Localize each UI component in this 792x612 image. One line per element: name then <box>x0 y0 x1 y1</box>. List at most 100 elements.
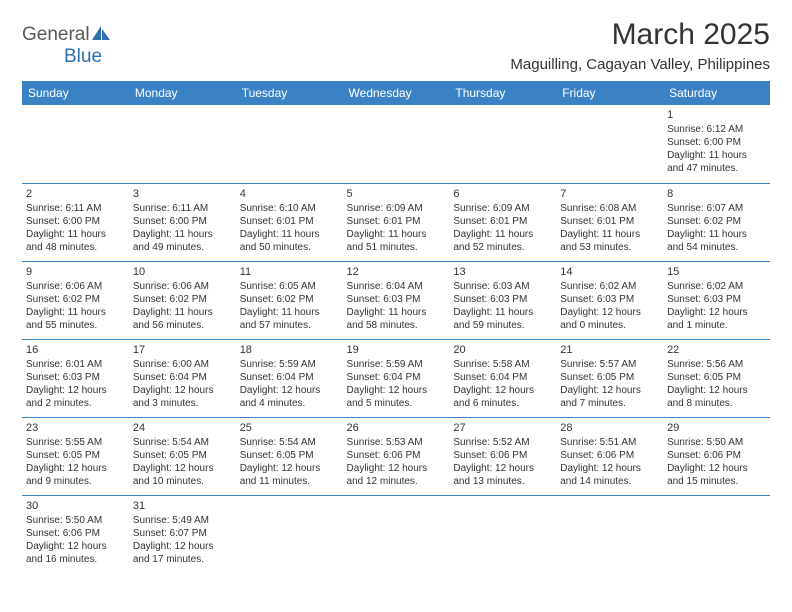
cell-sunrise: Sunrise: 5:59 AM <box>240 358 339 371</box>
calendar-cell: 29Sunrise: 5:50 AMSunset: 6:06 PMDayligh… <box>663 417 770 495</box>
calendar-cell: 17Sunrise: 6:00 AMSunset: 6:04 PMDayligh… <box>129 339 236 417</box>
cell-day2: and 59 minutes. <box>453 319 552 332</box>
calendar-cell: 10Sunrise: 6:06 AMSunset: 6:02 PMDayligh… <box>129 261 236 339</box>
cell-day1: Daylight: 11 hours <box>453 228 552 241</box>
calendar-cell <box>663 495 770 573</box>
day-number: 25 <box>240 421 339 435</box>
day-number: 3 <box>133 187 232 201</box>
calendar-cell <box>236 105 343 183</box>
cell-day1: Daylight: 12 hours <box>560 306 659 319</box>
calendar-cell: 13Sunrise: 6:03 AMSunset: 6:03 PMDayligh… <box>449 261 556 339</box>
cell-sunset: Sunset: 6:02 PM <box>667 215 766 228</box>
sail-icon <box>91 25 113 46</box>
day-number: 23 <box>26 421 125 435</box>
cell-day2: and 6 minutes. <box>453 397 552 410</box>
cell-sunrise: Sunrise: 6:10 AM <box>240 202 339 215</box>
cell-sunset: Sunset: 6:05 PM <box>133 449 232 462</box>
cell-day2: and 53 minutes. <box>560 241 659 254</box>
cell-day2: and 50 minutes. <box>240 241 339 254</box>
day-number: 2 <box>26 187 125 201</box>
cell-day2: and 49 minutes. <box>133 241 232 254</box>
calendar-cell: 1Sunrise: 6:12 AMSunset: 6:00 PMDaylight… <box>663 105 770 183</box>
cell-sunrise: Sunrise: 6:06 AM <box>26 280 125 293</box>
cell-day2: and 55 minutes. <box>26 319 125 332</box>
cell-day1: Daylight: 12 hours <box>26 462 125 475</box>
day-number: 1 <box>667 108 766 122</box>
cell-day2: and 15 minutes. <box>667 475 766 488</box>
cell-day2: and 17 minutes. <box>133 553 232 566</box>
cell-day2: and 3 minutes. <box>133 397 232 410</box>
calendar-cell: 15Sunrise: 6:02 AMSunset: 6:03 PMDayligh… <box>663 261 770 339</box>
cell-sunset: Sunset: 6:02 PM <box>133 293 232 306</box>
day-number: 7 <box>560 187 659 201</box>
calendar-cell: 7Sunrise: 6:08 AMSunset: 6:01 PMDaylight… <box>556 183 663 261</box>
logo: GeneralBlue <box>22 24 113 68</box>
calendar-cell: 26Sunrise: 5:53 AMSunset: 6:06 PMDayligh… <box>343 417 450 495</box>
calendar-cell <box>343 495 450 573</box>
cell-sunrise: Sunrise: 5:52 AM <box>453 436 552 449</box>
calendar-cell: 30Sunrise: 5:50 AMSunset: 6:06 PMDayligh… <box>22 495 129 573</box>
cell-day1: Daylight: 12 hours <box>240 462 339 475</box>
calendar-cell: 25Sunrise: 5:54 AMSunset: 6:05 PMDayligh… <box>236 417 343 495</box>
cell-sunrise: Sunrise: 6:11 AM <box>133 202 232 215</box>
cell-day1: Daylight: 12 hours <box>133 462 232 475</box>
day-number: 4 <box>240 187 339 201</box>
cell-day1: Daylight: 11 hours <box>26 228 125 241</box>
cell-sunrise: Sunrise: 5:50 AM <box>26 514 125 527</box>
cell-day1: Daylight: 11 hours <box>347 228 446 241</box>
day-number: 29 <box>667 421 766 435</box>
calendar-cell: 3Sunrise: 6:11 AMSunset: 6:00 PMDaylight… <box>129 183 236 261</box>
cell-day1: Daylight: 11 hours <box>26 306 125 319</box>
cell-sunset: Sunset: 6:04 PM <box>240 371 339 384</box>
cell-day2: and 9 minutes. <box>26 475 125 488</box>
calendar-cell: 23Sunrise: 5:55 AMSunset: 6:05 PMDayligh… <box>22 417 129 495</box>
cell-sunrise: Sunrise: 5:56 AM <box>667 358 766 371</box>
calendar-header-row: SundayMondayTuesdayWednesdayThursdayFrid… <box>22 81 770 105</box>
day-number: 16 <box>26 343 125 357</box>
calendar-cell: 19Sunrise: 5:59 AMSunset: 6:04 PMDayligh… <box>343 339 450 417</box>
cell-day2: and 54 minutes. <box>667 241 766 254</box>
weekday-header: Thursday <box>449 81 556 105</box>
cell-sunrise: Sunrise: 6:01 AM <box>26 358 125 371</box>
calendar-cell <box>22 105 129 183</box>
day-number: 12 <box>347 265 446 279</box>
cell-sunrise: Sunrise: 5:50 AM <box>667 436 766 449</box>
calendar-cell: 31Sunrise: 5:49 AMSunset: 6:07 PMDayligh… <box>129 495 236 573</box>
calendar-cell <box>343 105 450 183</box>
calendar-cell: 22Sunrise: 5:56 AMSunset: 6:05 PMDayligh… <box>663 339 770 417</box>
calendar-table: SundayMondayTuesdayWednesdayThursdayFrid… <box>22 81 770 573</box>
cell-day1: Daylight: 11 hours <box>667 228 766 241</box>
cell-day1: Daylight: 11 hours <box>240 228 339 241</box>
calendar-cell: 2Sunrise: 6:11 AMSunset: 6:00 PMDaylight… <box>22 183 129 261</box>
day-number: 31 <box>133 499 232 513</box>
weekday-header: Tuesday <box>236 81 343 105</box>
calendar-cell: 11Sunrise: 6:05 AMSunset: 6:02 PMDayligh… <box>236 261 343 339</box>
cell-sunrise: Sunrise: 5:59 AM <box>347 358 446 371</box>
calendar-cell <box>556 105 663 183</box>
cell-sunset: Sunset: 6:03 PM <box>453 293 552 306</box>
cell-sunset: Sunset: 6:06 PM <box>453 449 552 462</box>
cell-day1: Daylight: 11 hours <box>133 306 232 319</box>
day-number: 5 <box>347 187 446 201</box>
cell-sunrise: Sunrise: 6:06 AM <box>133 280 232 293</box>
cell-day1: Daylight: 12 hours <box>453 384 552 397</box>
calendar-cell: 8Sunrise: 6:07 AMSunset: 6:02 PMDaylight… <box>663 183 770 261</box>
cell-sunset: Sunset: 6:01 PM <box>240 215 339 228</box>
calendar-cell: 28Sunrise: 5:51 AMSunset: 6:06 PMDayligh… <box>556 417 663 495</box>
cell-day2: and 58 minutes. <box>347 319 446 332</box>
cell-sunrise: Sunrise: 5:57 AM <box>560 358 659 371</box>
cell-day1: Daylight: 12 hours <box>26 384 125 397</box>
calendar-cell <box>556 495 663 573</box>
cell-day2: and 4 minutes. <box>240 397 339 410</box>
calendar-cell: 18Sunrise: 5:59 AMSunset: 6:04 PMDayligh… <box>236 339 343 417</box>
cell-day2: and 48 minutes. <box>26 241 125 254</box>
cell-day1: Daylight: 12 hours <box>133 384 232 397</box>
calendar-cell: 20Sunrise: 5:58 AMSunset: 6:04 PMDayligh… <box>449 339 556 417</box>
cell-sunset: Sunset: 6:01 PM <box>347 215 446 228</box>
cell-sunrise: Sunrise: 5:51 AM <box>560 436 659 449</box>
day-number: 8 <box>667 187 766 201</box>
day-number: 28 <box>560 421 659 435</box>
cell-day1: Daylight: 12 hours <box>560 462 659 475</box>
cell-day2: and 2 minutes. <box>26 397 125 410</box>
calendar-cell: 27Sunrise: 5:52 AMSunset: 6:06 PMDayligh… <box>449 417 556 495</box>
